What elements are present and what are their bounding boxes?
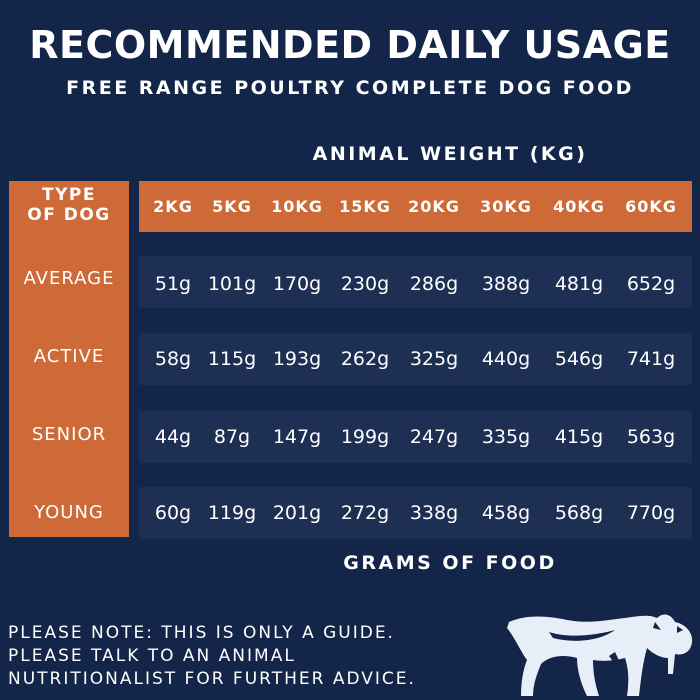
weight-header-cell: 60KG [625,197,677,216]
note-line: PLEASE NOTE: THIS IS ONLY A GUIDE. [8,623,395,643]
table-cell: 286g [409,273,459,295]
table-cell: 193g [272,348,322,370]
table-cell: 87g [213,426,251,448]
note-line: PLEASE TALK TO AN ANIMAL [8,646,296,666]
weight-header-cell: 20KG [408,197,460,216]
table-row-active: 58g 115g 193g 262g 325g 440g 546g 741g [139,333,692,385]
table-cell: 568g [554,502,604,524]
weight-header-cell: 2KG [153,197,193,216]
table-cell: 338g [409,502,459,524]
table-row-average: 51g 101g 170g 230g 286g 388g 481g 652g [139,256,692,308]
weight-header-cell: 15KG [339,197,391,216]
weight-header-row: 2KG 5KG 10KG 15KG 20KG 30KG 40KG 60KG [139,181,692,232]
table-cell: 147g [272,426,322,448]
type-heading: TYPE OF DOG [27,185,111,225]
weight-heading: ANIMAL WEIGHT (KG) [312,143,588,165]
table-cell: 546g [554,348,604,370]
table-cell: 119g [207,502,257,524]
table-cell: 262g [340,348,390,370]
note-line: NUTRITIONALIST FOR FURTHER ADVICE. [8,669,416,689]
guide-note: PLEASE NOTE: THIS IS ONLY A GUIDE. PLEAS… [8,622,478,691]
table-cell: 440g [481,348,531,370]
table-cell: 170g [272,273,322,295]
table-cell: 44g [154,426,192,448]
weight-header-cell: 5KG [212,197,252,216]
type-label-active: ACTIVE [33,346,105,367]
table-cell: 388g [481,273,531,295]
weight-header-cell: 30KG [480,197,532,216]
table-cell: 325g [409,348,459,370]
type-label-average: AVERAGE [23,268,115,289]
table-cell: 770g [626,502,676,524]
table-cell: 415g [554,426,604,448]
dog-type-column: TYPE OF DOG AVERAGE ACTIVE SENIOR YOUNG [9,181,129,537]
page-title: RECOMMENDED DAILY USAGE [29,23,671,67]
table-row-senior: 44g 87g 147g 199g 247g 335g 415g 563g [139,411,692,463]
food-heading: GRAMS OF FOOD [343,552,557,574]
table-cell: 481g [554,273,604,295]
table-cell: 230g [340,273,390,295]
table-cell: 741g [626,348,676,370]
weight-header-cell: 10KG [271,197,323,216]
table-cell: 101g [207,273,257,295]
table-cell: 652g [626,273,676,295]
page-subtitle: FREE RANGE POULTRY COMPLETE DOG FOOD [66,77,634,99]
type-label-senior: SENIOR [31,424,107,445]
table-cell: 247g [409,426,459,448]
table-cell: 563g [626,426,676,448]
table-cell: 201g [272,502,322,524]
weight-header-cell: 40KG [553,197,605,216]
table-cell: 60g [154,502,192,524]
table-row-young: 60g 119g 201g 272g 338g 458g 568g 770g [139,487,692,539]
table-cell: 51g [154,273,192,295]
table-cell: 115g [207,348,257,370]
table-cell: 58g [154,348,192,370]
table-cell: 335g [481,426,531,448]
table-cell: 458g [481,502,531,524]
table-cell: 272g [340,502,390,524]
sabre-tooth-cat-icon [507,614,693,696]
table-cell: 199g [340,426,390,448]
type-label-young: YOUNG [34,502,104,523]
